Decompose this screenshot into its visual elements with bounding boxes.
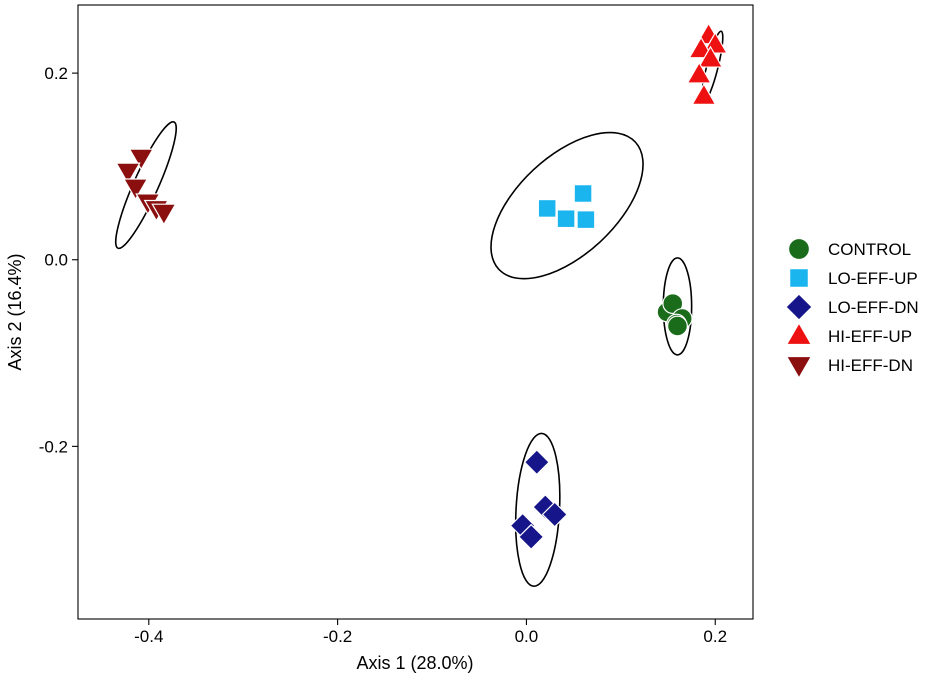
legend-label-control: CONTROL [828,240,911,259]
x-tick-label: 0.0 [515,627,539,646]
point-lo-eff-up [537,198,557,218]
x-tick-label: -0.2 [323,627,352,646]
legend-item-lo-eff-dn: LO-EFF-DN [785,293,919,321]
y-tick-label: -0.2 [39,437,68,456]
point-control [667,315,688,337]
point-hi-eff-up [697,45,724,68]
ellipse-hi-eff-dn [114,121,178,250]
x-axis-title: Axis 1 (28.0%) [356,653,473,673]
point-lo-eff-up [573,184,593,203]
point-lo-eff-dn [518,523,545,550]
series-control [656,293,693,337]
y-tick-label: 0.0 [44,251,68,270]
x-tick-label: 0.2 [703,627,727,646]
legend-item-hi-eff-up: HI-EFF-UP [785,321,912,346]
point-control [662,293,684,315]
legend-marker-control [787,237,811,261]
ellipse-lo-eff-up [490,131,644,280]
legend: CONTROL LO-EFF-UP LO-EFF-DN HI-EFF-UP HI-EFF… [785,237,919,380]
legend-marker-lo-eff-up [789,268,809,288]
confidence-ellipses [114,30,724,588]
x-tick-label: -0.4 [134,627,163,646]
point-lo-eff-dn [541,501,568,528]
legend-label-hi-eff-dn: HI-EFF-DN [828,356,913,375]
point-lo-eff-up [556,209,576,229]
y-axis: -0.2 0.0 0.2 [39,64,78,456]
point-hi-eff-dn [128,148,154,171]
point-hi-eff-dn [151,203,177,226]
point-hi-eff-up [691,83,717,106]
legend-marker-lo-eff-dn [785,293,813,321]
legend-marker-hi-eff-dn [785,355,813,380]
point-lo-eff-up [576,210,596,230]
point-hi-eff-up [686,61,712,84]
point-hi-eff-dn [122,178,149,201]
legend-label-hi-eff-up: HI-EFF-UP [828,327,912,346]
point-hi-eff-dn [115,162,141,185]
y-tick-label: 0.2 [44,64,68,83]
point-lo-eff-dn [523,449,550,476]
plot-panel-border [77,4,754,620]
legend-marker-hi-eff-up [785,321,813,346]
series-lo-eff-up [537,184,596,230]
x-axis: -0.4 -0.2 0.0 0.2 [134,619,727,646]
series-hi-eff-dn [115,148,177,226]
legend-item-lo-eff-up: LO-EFF-UP [789,268,918,288]
data-points [115,22,728,550]
y-axis-title: Axis 2 (16.4%) [5,253,25,370]
legend-label-lo-eff-up: LO-EFF-UP [828,269,918,288]
series-lo-eff-dn [509,449,568,550]
legend-item-control: CONTROL [787,237,911,261]
series-hi-eff-up [686,22,728,106]
legend-item-hi-eff-dn: HI-EFF-DN [785,355,913,380]
legend-label-lo-eff-dn: LO-EFF-DN [828,298,919,317]
